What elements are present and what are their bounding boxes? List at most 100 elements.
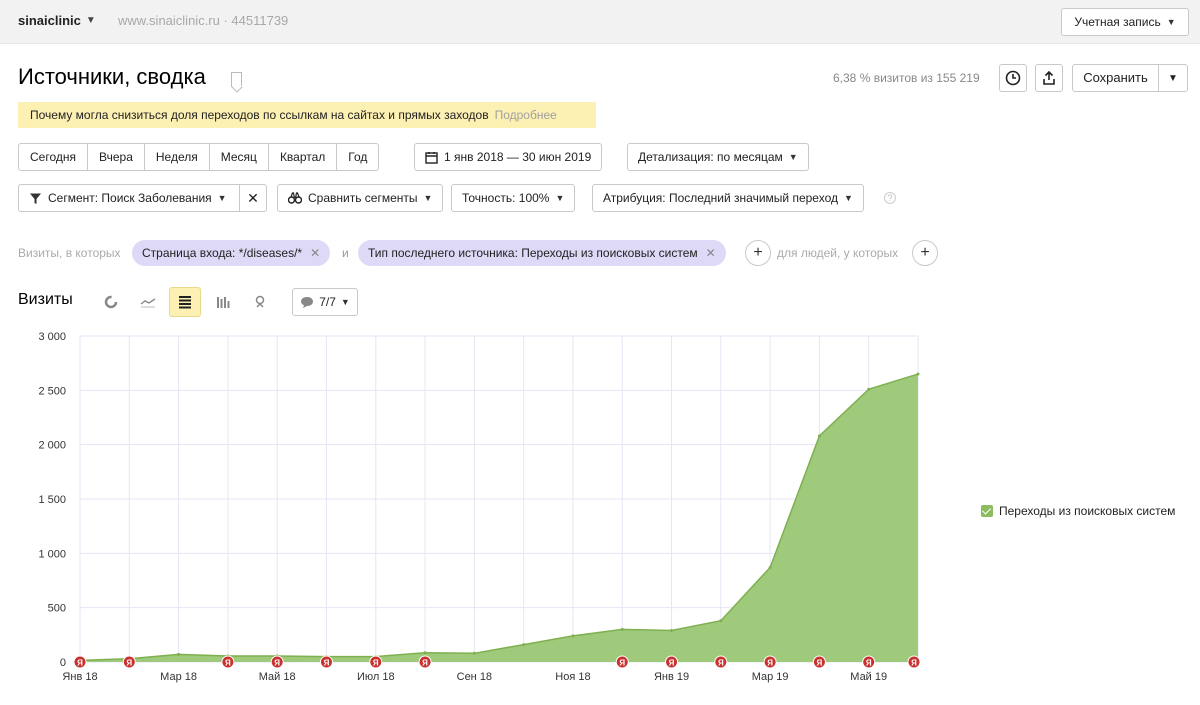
annotation-marker[interactable] [418,655,432,669]
annotation-marker[interactable] [862,655,876,669]
annotation-marker[interactable] [615,655,629,669]
account-label: Учетная запись [1074,15,1161,29]
x-tick-label: Мар 18 [160,671,197,683]
segment-clear-button[interactable]: ✕ [239,184,267,212]
annotation-marker-label: Я [866,659,872,668]
series-line [79,373,919,662]
data-point[interactable] [620,627,624,631]
people-filter-label: для людей, у которых [777,246,899,260]
data-point[interactable] [768,565,772,569]
period-month[interactable]: Месяц [210,144,269,170]
legend-checkbox[interactable] [981,505,993,517]
data-point[interactable] [916,372,920,376]
annotation-marker-label: Я [324,659,330,668]
y-tick-label: 1 500 [38,494,66,506]
chart-legend[interactable]: Переходы из поисковых систем [981,504,1175,518]
x-tick-label: Янв 19 [654,671,689,683]
data-point[interactable] [423,651,427,655]
annotation-marker[interactable] [221,655,235,669]
annotation-marker-label: Я [274,659,280,668]
counter-selector[interactable]: sinaiclinic ▼ [18,13,96,28]
counter-site: www.sinaiclinic.ru · 44511739 [118,13,289,28]
map-pin-icon [255,295,265,308]
data-point[interactable] [177,652,181,656]
chevron-down-icon: ▼ [555,193,565,203]
annotation-marker[interactable] [812,655,826,669]
x-tick-label: Янв 18 [62,671,97,683]
accuracy-select[interactable]: Точность: 100% ▼ [451,184,576,212]
bookmark-icon[interactable] [231,72,242,87]
annotation-marker[interactable] [665,655,679,669]
plus-icon: + [753,244,763,261]
bar-chart-icon [217,297,230,308]
data-point[interactable] [522,643,526,647]
help-icon[interactable]: ? [884,192,896,204]
segment-select[interactable]: Сегмент: Поиск Заболевания ▼ [18,184,240,212]
detail-select[interactable]: Детализация: по месяцам ▼ [627,143,809,171]
annotation-marker-label: Я [767,659,773,668]
annotation-marker[interactable] [714,655,728,669]
series-selector[interactable]: 7/7 ▼ [292,288,358,316]
data-point[interactable] [571,634,575,638]
attribution-label: Атрибуция: Последний значимый переход [603,191,838,205]
add-visit-filter-button[interactable]: + [745,240,771,266]
add-people-filter-button[interactable]: + [912,240,938,266]
chart-type-area[interactable] [169,287,201,317]
filter-icon [30,193,41,204]
speech-bubble-icon [301,296,314,308]
chart-type-line[interactable] [132,287,164,317]
annotation-marker[interactable] [369,655,383,669]
clock-icon [1005,70,1021,86]
y-tick-label: 3 000 [38,331,66,343]
chevron-down-icon: ▼ [85,15,96,26]
period-today[interactable]: Сегодня [19,144,88,170]
save-button[interactable]: Сохранить ▼ [1072,64,1188,92]
annotation-marker[interactable] [73,655,87,669]
annotation-marker-label: Я [126,659,132,668]
calendar-icon [425,151,438,164]
data-point[interactable] [719,619,723,623]
annotation-marker-label: Я [619,659,625,668]
legend-label: Переходы из поисковых систем [999,504,1176,518]
close-icon: ✕ [247,189,259,206]
export-button[interactable] [1035,64,1063,92]
chart-type-map[interactable] [244,287,276,317]
period-yesterday[interactable]: Вчера [88,144,145,170]
period-year[interactable]: Год [348,150,368,164]
filter-chip-label: Страница входа: */diseases/* [142,246,303,260]
annotation-marker[interactable] [122,655,136,669]
chevron-down-icon[interactable]: ▼ [1168,72,1178,84]
export-icon [1043,70,1055,85]
attribution-select[interactable]: Атрибуция: Последний значимый переход ▼ [592,184,864,212]
x-tick-label: Май 19 [850,671,887,683]
annotation-marker-label: Я [373,659,379,668]
filter-chip-label: Тип последнего источника: Переходы из по… [368,246,698,260]
chart-type-pie[interactable] [95,287,127,317]
annotation-marker-label: Я [422,659,428,668]
period-week[interactable]: Неделя [145,144,210,170]
chart-type-bar[interactable] [207,287,239,317]
data-point[interactable] [472,651,476,655]
annotation-marker[interactable] [907,655,921,669]
annotation-marker-label: Я [911,659,917,668]
annotation-marker[interactable] [319,655,333,669]
filter-chip-entry-page[interactable]: Страница входа: */diseases/* ✕ [132,240,331,266]
date-range-button[interactable]: 1 янв 2018 — 30 июн 2019 [414,143,603,171]
close-icon[interactable]: ✕ [310,246,321,260]
compare-segments-button[interactable]: Сравнить сегменты ▼ [277,184,444,212]
history-button[interactable] [999,64,1027,92]
accuracy-label: Точность: 100% [462,191,550,205]
data-point[interactable] [867,387,871,391]
annotation-marker-label: Я [718,659,724,668]
notice-more-link[interactable]: Подробнее [494,108,557,122]
x-tick-label: Май 18 [259,671,296,683]
data-point[interactable] [670,628,674,632]
compare-label: Сравнить сегменты [308,191,418,205]
data-point[interactable] [817,434,821,438]
filter-chip-source-type[interactable]: Тип последнего источника: Переходы из по… [358,240,726,266]
annotation-marker[interactable] [270,655,284,669]
annotation-marker[interactable] [763,655,777,669]
close-icon[interactable]: ✕ [705,246,716,260]
period-quarter[interactable]: Квартал [269,144,338,170]
account-button[interactable]: Учетная запись ▼ [1061,8,1189,36]
